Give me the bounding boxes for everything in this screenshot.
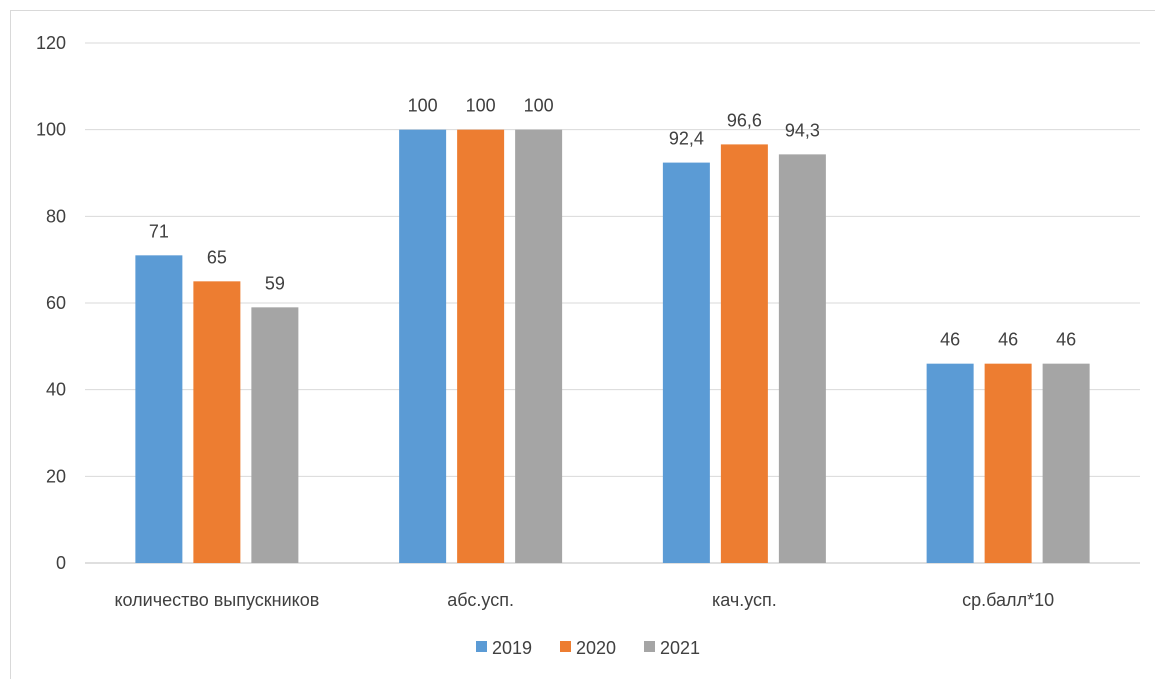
legend-label: 2020 bbox=[576, 638, 616, 658]
bar-2020 bbox=[984, 363, 1032, 563]
bar-2020 bbox=[193, 281, 241, 563]
data-label: 46 bbox=[940, 330, 960, 350]
data-labels: 71 65 59 100 100 100 92,4 96,6 94,3 46 46 46 bbox=[149, 96, 1076, 350]
x-category-label: ср.балл*10 bbox=[962, 590, 1054, 610]
bar-2021 bbox=[778, 154, 826, 563]
gridlines bbox=[85, 42, 1140, 564]
data-label: 59 bbox=[265, 273, 285, 293]
data-label: 94,3 bbox=[785, 120, 820, 140]
bar-2020 bbox=[457, 129, 505, 563]
bar-2021 bbox=[251, 307, 299, 563]
y-tick-label: 0 bbox=[56, 553, 66, 573]
bar-2019 bbox=[662, 162, 710, 563]
bar-2019 bbox=[926, 363, 974, 563]
bars bbox=[135, 129, 1090, 564]
data-label: 92,4 bbox=[669, 129, 704, 149]
chart-frame bbox=[10, 10, 1155, 679]
x-category-label: абс.усп. bbox=[447, 590, 514, 610]
data-label: 46 bbox=[998, 330, 1018, 350]
data-label: 71 bbox=[149, 221, 169, 241]
bar-2019 bbox=[135, 255, 183, 564]
legend-label: 2021 bbox=[660, 638, 700, 658]
data-label: 100 bbox=[524, 96, 554, 116]
data-label: 100 bbox=[466, 96, 496, 116]
x-axis-categories: количество выпускников абс.усп. кач.усп. ср… bbox=[114, 590, 1054, 610]
y-tick-label: 40 bbox=[46, 380, 66, 400]
y-tick-label: 20 bbox=[46, 466, 66, 486]
y-tick-label: 120 bbox=[36, 33, 66, 53]
data-label: 96,6 bbox=[727, 110, 762, 130]
y-axis-ticks: 0 20 40 60 80 100 120 bbox=[36, 33, 66, 573]
data-label: 100 bbox=[408, 96, 438, 116]
legend-swatch-2021 bbox=[644, 641, 655, 652]
bar-2019 bbox=[399, 129, 447, 563]
bar-2021 bbox=[1042, 363, 1090, 563]
data-label: 65 bbox=[207, 247, 227, 267]
legend-swatch-2019 bbox=[476, 641, 487, 652]
legend: 2019 2020 2021 bbox=[476, 638, 700, 658]
y-tick-label: 100 bbox=[36, 120, 66, 140]
legend-swatch-2020 bbox=[560, 641, 571, 652]
bar-2020 bbox=[720, 144, 768, 563]
bar-2021 bbox=[515, 129, 563, 563]
legend-label: 2019 bbox=[492, 638, 532, 658]
x-category-label: количество выпускников bbox=[114, 590, 319, 610]
data-label: 46 bbox=[1056, 330, 1076, 350]
y-tick-label: 80 bbox=[46, 206, 66, 226]
x-category-label: кач.усп. bbox=[712, 590, 777, 610]
y-tick-label: 60 bbox=[46, 293, 66, 313]
